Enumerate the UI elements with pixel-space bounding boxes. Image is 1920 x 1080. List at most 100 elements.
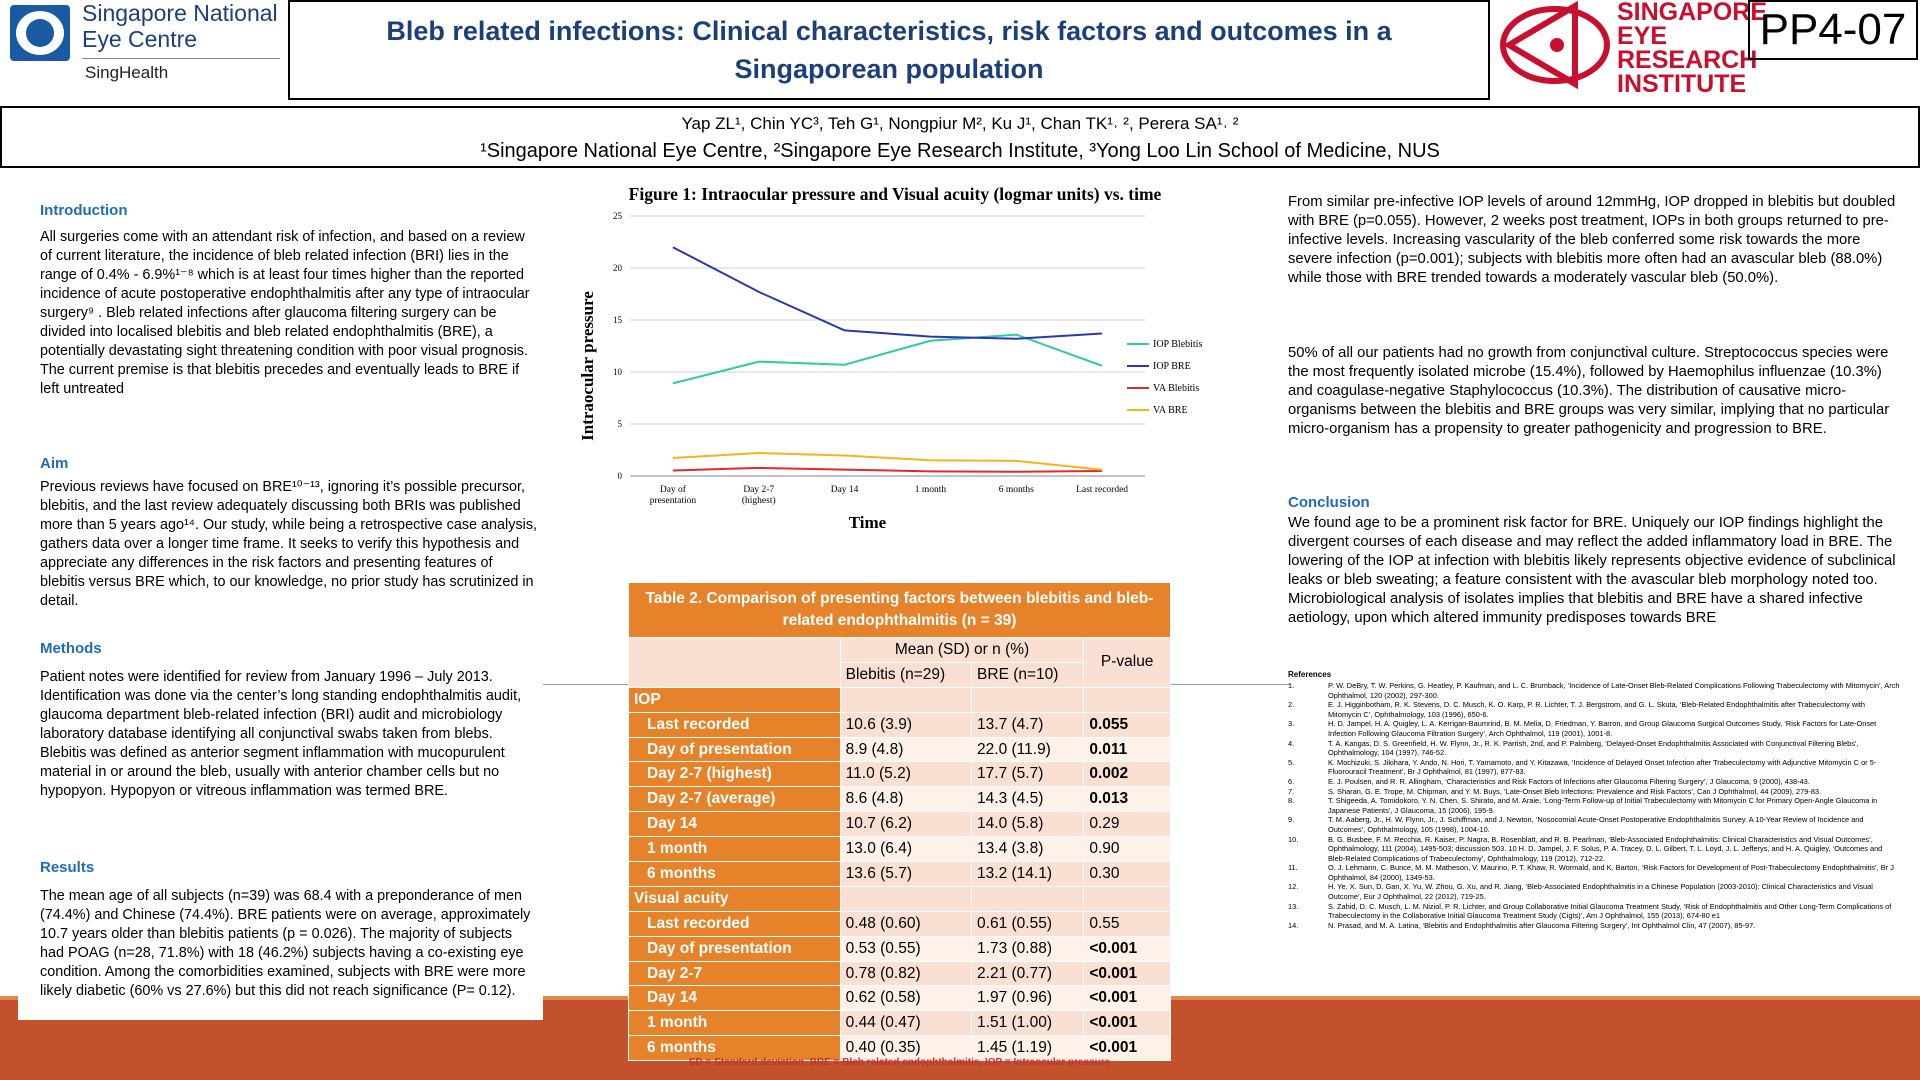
- reference-text: H. Ye, X. Sun, D. Gan, X. Yu, W. Zhou, G…: [1328, 882, 1873, 902]
- bre-value: 1.73 (0.88): [971, 935, 1085, 962]
- table-footnote: SD = Standard deviation, BRE = Bleb rela…: [688, 1057, 1111, 1068]
- eye-logo-icon: [10, 5, 70, 61]
- blebitis-header: Blebitis (n=29): [839, 661, 973, 688]
- blebitis-value: 0.78 (0.82): [839, 960, 973, 987]
- reference-item: 9. T. M. Aaberg, Jr., H. W. Flynn, Jr., J…: [1288, 815, 1900, 834]
- row-label: Day 2-7 (average): [628, 786, 841, 813]
- p-value: <0.001: [1083, 1035, 1171, 1062]
- blebitis-value: 0.44 (0.47): [839, 1010, 973, 1037]
- seri-logo: SINGAPORE EYE RESEARCH INSTITUTE: [1495, 0, 1767, 97]
- table-row: Day 2-7 (highest) 11.0 (5.2) 17.7 (5.7) 0.0…: [628, 761, 1171, 788]
- bre-value: 22.0 (11.9): [971, 736, 1085, 763]
- series-line: [672, 246, 1103, 340]
- y-tick-label: 0: [618, 471, 623, 481]
- seri-name: SINGAPORE EYE RESEARCH INSTITUTE: [1617, 0, 1768, 98]
- conclusion-text: We found age to be a prominent risk fact…: [1288, 515, 1896, 626]
- x-tick-label: Day of: [660, 484, 687, 495]
- row-label: Day 2-7 (highest): [628, 761, 841, 788]
- legend-label: IOP Blebitis: [1153, 339, 1202, 350]
- divider-right: [1170, 684, 1290, 685]
- bre-value: 1.97 (0.96): [971, 985, 1085, 1012]
- row-label: Day of presentation: [628, 935, 841, 962]
- references-list: 1. P. W. DeBry, T. W. Perkins, G. Heatley…: [1288, 681, 1900, 930]
- y-tick-label: 25: [613, 211, 623, 221]
- methods-text: Patient notes were identified for review…: [40, 669, 522, 799]
- reference-item: 3. H. D. Jampel, H. A. Quigley, L. A. Ker…: [1288, 719, 1900, 738]
- divider-left: [543, 684, 633, 685]
- table-row: Day 14 10.7 (6.2) 14.0 (5.8) 0.29: [628, 811, 1171, 838]
- blebitis-value: 0.48 (0.60): [839, 910, 973, 937]
- row-label: Day 14: [628, 985, 841, 1012]
- row-label: 1 month: [628, 836, 841, 863]
- legend-label: VA BRE: [1153, 405, 1188, 416]
- legend-label: VA Blebitis: [1153, 383, 1199, 394]
- table-empty-cell: [1083, 686, 1171, 713]
- bre-value: 1.45 (1.19): [971, 1035, 1085, 1062]
- y-axis-label: Intraocular pressure: [578, 291, 597, 441]
- table-row: Day 2-7 0.78 (0.82) 2.21 (0.77) <0.001: [628, 960, 1171, 987]
- aim-text: Previous reviews have focused on BRE¹⁰⁻¹…: [40, 479, 538, 609]
- references-heading: References: [1288, 670, 1332, 679]
- y-tick-label: 5: [618, 419, 623, 429]
- reference-item: 13. S. Zahid, D. C. Musch, L. M. Niziol, …: [1288, 902, 1900, 921]
- affiliations: ¹Singapore National Eye Centre, ²Singapo…: [480, 140, 1440, 162]
- series-line: [672, 451, 1103, 471]
- table-row: 1 month 13.0 (6.4) 13.4 (3.8) 0.90: [628, 836, 1171, 863]
- x-tick-label: Day 2-7: [743, 485, 774, 495]
- table-group-label: IOP: [628, 686, 841, 713]
- bre-value: 14.0 (5.8): [971, 811, 1085, 838]
- p-value: 0.013: [1083, 786, 1171, 813]
- legend-label: IOP BRE: [1153, 361, 1191, 372]
- bre-value: 13.4 (3.8): [971, 836, 1085, 863]
- reference-number: 3.: [1288, 719, 1295, 729]
- reference-number: 5.: [1288, 757, 1295, 767]
- results-continued-text: From similar pre-infective IOP levels of…: [1288, 194, 1896, 286]
- row-label: Day 14: [628, 811, 841, 838]
- x-tick-label: 1 month: [915, 485, 947, 495]
- authors: Yap ZL¹, Chin YC³, Teh G¹, Nongpiur M², …: [681, 114, 1239, 133]
- sne-name: Singapore National Eye Centre: [82, 0, 278, 52]
- reference-text: E. J. Poulsen, and R. R. Allingham, ‘Cha…: [1328, 776, 1810, 786]
- blebitis-value: 0.53 (0.55): [839, 935, 973, 962]
- blebitis-value: 0.40 (0.35): [839, 1035, 973, 1062]
- reference-item: 2. E. J. Higginbotham, R. K. Stevens, D. …: [1288, 700, 1900, 719]
- table-empty-cell: [971, 885, 1085, 912]
- microbiology-text: 50% of all our patients had no growth fr…: [1288, 345, 1890, 437]
- bre-value: 13.7 (4.7): [971, 711, 1085, 738]
- p-value: 0.011: [1083, 736, 1171, 763]
- reference-item: 8. T. Shigeeda, A. Tomidokoro, Y. N. Chen…: [1288, 796, 1900, 815]
- table-row: Last recorded 0.48 (0.60) 0.61 (0.55) 0.55: [628, 910, 1171, 937]
- table-empty-cell: [839, 885, 973, 912]
- authors-box: Yap ZL¹, Chin YC³, Teh G¹, Nongpiur M², …: [0, 106, 1920, 168]
- bre-value: 17.7 (5.7): [971, 761, 1085, 788]
- bre-value: 0.61 (0.55): [971, 910, 1085, 937]
- table-empty-cell: [839, 686, 973, 713]
- reference-number: 6.: [1288, 776, 1295, 786]
- p-value: <0.001: [1083, 960, 1171, 987]
- blebitis-value: 11.0 (5.2): [839, 761, 973, 788]
- blebitis-value: 10.6 (3.9): [839, 711, 973, 738]
- reference-item: 11. O. J. Lehmann, C. Bunce, M. M. Mathes…: [1288, 863, 1900, 882]
- p-value: 0.55: [1083, 910, 1171, 937]
- chart-title: Figure 1: Intraocular pressure and Visua…: [628, 184, 1162, 204]
- reference-number: 2.: [1288, 700, 1295, 710]
- table-empty-cell: [971, 686, 1085, 713]
- blebitis-value: 8.6 (4.8): [839, 786, 973, 813]
- blebitis-value: 10.7 (6.2): [839, 811, 973, 838]
- reference-number: 4.: [1288, 738, 1295, 748]
- introduction-text: All surgeries come with an attendant ris…: [40, 229, 530, 397]
- table-2: Table 2. Comparison of presenting factor…: [628, 582, 1171, 1062]
- left-column: Introduction All surgeries come with an …: [18, 190, 543, 1020]
- row-label: Last recorded: [628, 711, 841, 738]
- x-tick-label: Day 14: [831, 485, 859, 495]
- bre-value: 14.3 (4.5): [971, 786, 1085, 813]
- table-caption: Table 2. Comparison of presenting factor…: [628, 582, 1171, 638]
- bre-value: 1.51 (1.00): [971, 1010, 1085, 1037]
- table-row: Day 2-7 (average) 8.6 (4.8) 14.3 (4.5) 0.01…: [628, 786, 1171, 813]
- y-tick-label: 15: [613, 315, 623, 325]
- bre-value: 2.21 (0.77): [971, 960, 1085, 987]
- sne-logo: Singapore National Eye Centre SingHealth: [0, 0, 285, 96]
- reference-item: 5. K. Mochizuki, S. Jikihara, Y. Ando, N.…: [1288, 758, 1900, 777]
- reference-item: 1. P. W. DeBry, T. W. Perkins, G. Heatley…: [1288, 681, 1900, 700]
